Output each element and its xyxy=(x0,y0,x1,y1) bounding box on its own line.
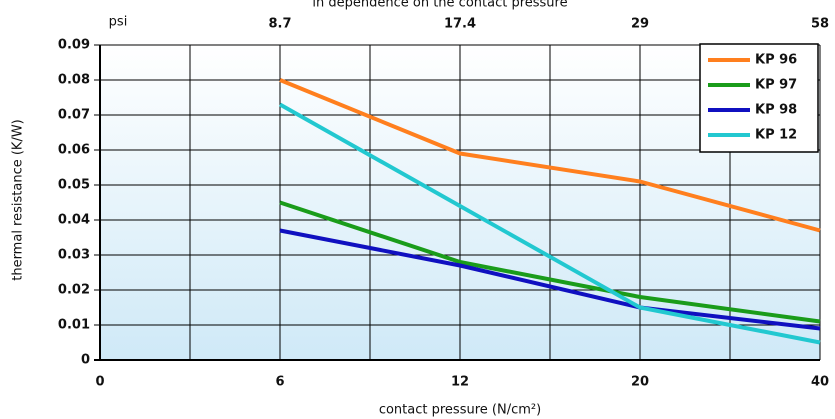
top-tick-label: 58 xyxy=(811,17,829,32)
y-tick-label: 0 xyxy=(81,353,90,368)
y-tick-label: 0.04 xyxy=(58,213,90,228)
series-line xyxy=(279,200,821,324)
y-tick-label: 0.08 xyxy=(58,73,90,88)
y-tick-label: 0.01 xyxy=(58,318,90,333)
series-line xyxy=(279,78,821,233)
x-tick-label: 0 xyxy=(95,375,104,390)
top-axis-label: psi xyxy=(109,15,128,30)
chart-title: in dependence on the contact pressure xyxy=(312,0,567,11)
top-tick-label: 8.7 xyxy=(268,17,291,32)
x-tick-label: 6 xyxy=(275,375,284,390)
y-tick-label: 0.06 xyxy=(58,143,90,158)
series-line xyxy=(279,228,821,331)
y-axis-label: thermal resistance (K/W) xyxy=(11,119,26,281)
top-tick-label: 29 xyxy=(631,17,649,32)
y-tick-label: 0.03 xyxy=(58,248,90,263)
x-tick-label: 40 xyxy=(811,375,829,390)
legend-label: KP 12 xyxy=(755,128,797,143)
legend-label: KP 96 xyxy=(755,53,797,68)
legend-label: KP 98 xyxy=(755,103,797,118)
x-tick-label: 12 xyxy=(451,375,469,390)
top-tick-label: 17.4 xyxy=(444,17,476,32)
y-tick-label: 0.09 xyxy=(58,38,90,53)
y-tick-label: 0.02 xyxy=(58,283,90,298)
x-axis-label: contact pressure (N/cm²) xyxy=(379,403,541,418)
y-tick-label: 0.07 xyxy=(58,108,90,123)
series-line xyxy=(279,102,821,345)
y-tick-label: 0.05 xyxy=(58,178,90,193)
x-tick-label: 20 xyxy=(631,375,649,390)
legend-label: KP 97 xyxy=(755,78,797,93)
